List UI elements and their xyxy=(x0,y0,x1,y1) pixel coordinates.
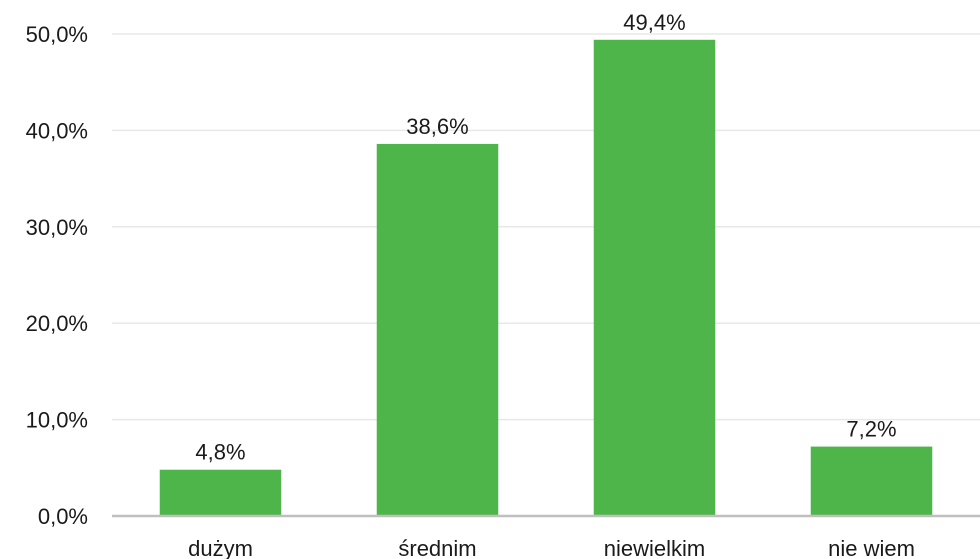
bar xyxy=(159,469,282,516)
gridlines xyxy=(112,33,980,421)
x-category-label: dużym xyxy=(188,536,253,559)
bar xyxy=(593,39,716,517)
y-tick-label: 40,0% xyxy=(26,118,88,143)
y-tick-label: 30,0% xyxy=(26,215,88,240)
data-labels: 4,8% 38,6% 49,4% 7,2% xyxy=(195,10,896,465)
data-label: 4,8% xyxy=(195,440,245,465)
x-axis-category-labels: dużym średnim niewielkim nie wiem xyxy=(188,536,915,559)
y-tick-label: 20,0% xyxy=(26,311,88,336)
data-label: 38,6% xyxy=(406,114,468,139)
y-axis-tick-labels: 0,0% 10,0% 20,0% 30,0% 40,0% 50,0% xyxy=(26,22,88,529)
bar xyxy=(376,143,499,516)
y-tick-label: 50,0% xyxy=(26,22,88,47)
y-tick-label: 10,0% xyxy=(26,408,88,433)
x-category-label: nie wiem xyxy=(828,536,915,559)
x-category-label: niewielkim xyxy=(604,536,705,559)
y-tick-label: 0,0% xyxy=(38,504,88,529)
x-category-label: średnim xyxy=(398,536,476,559)
bars xyxy=(159,39,933,517)
bar xyxy=(810,446,933,516)
data-label: 7,2% xyxy=(846,417,896,442)
data-label: 49,4% xyxy=(623,10,685,35)
